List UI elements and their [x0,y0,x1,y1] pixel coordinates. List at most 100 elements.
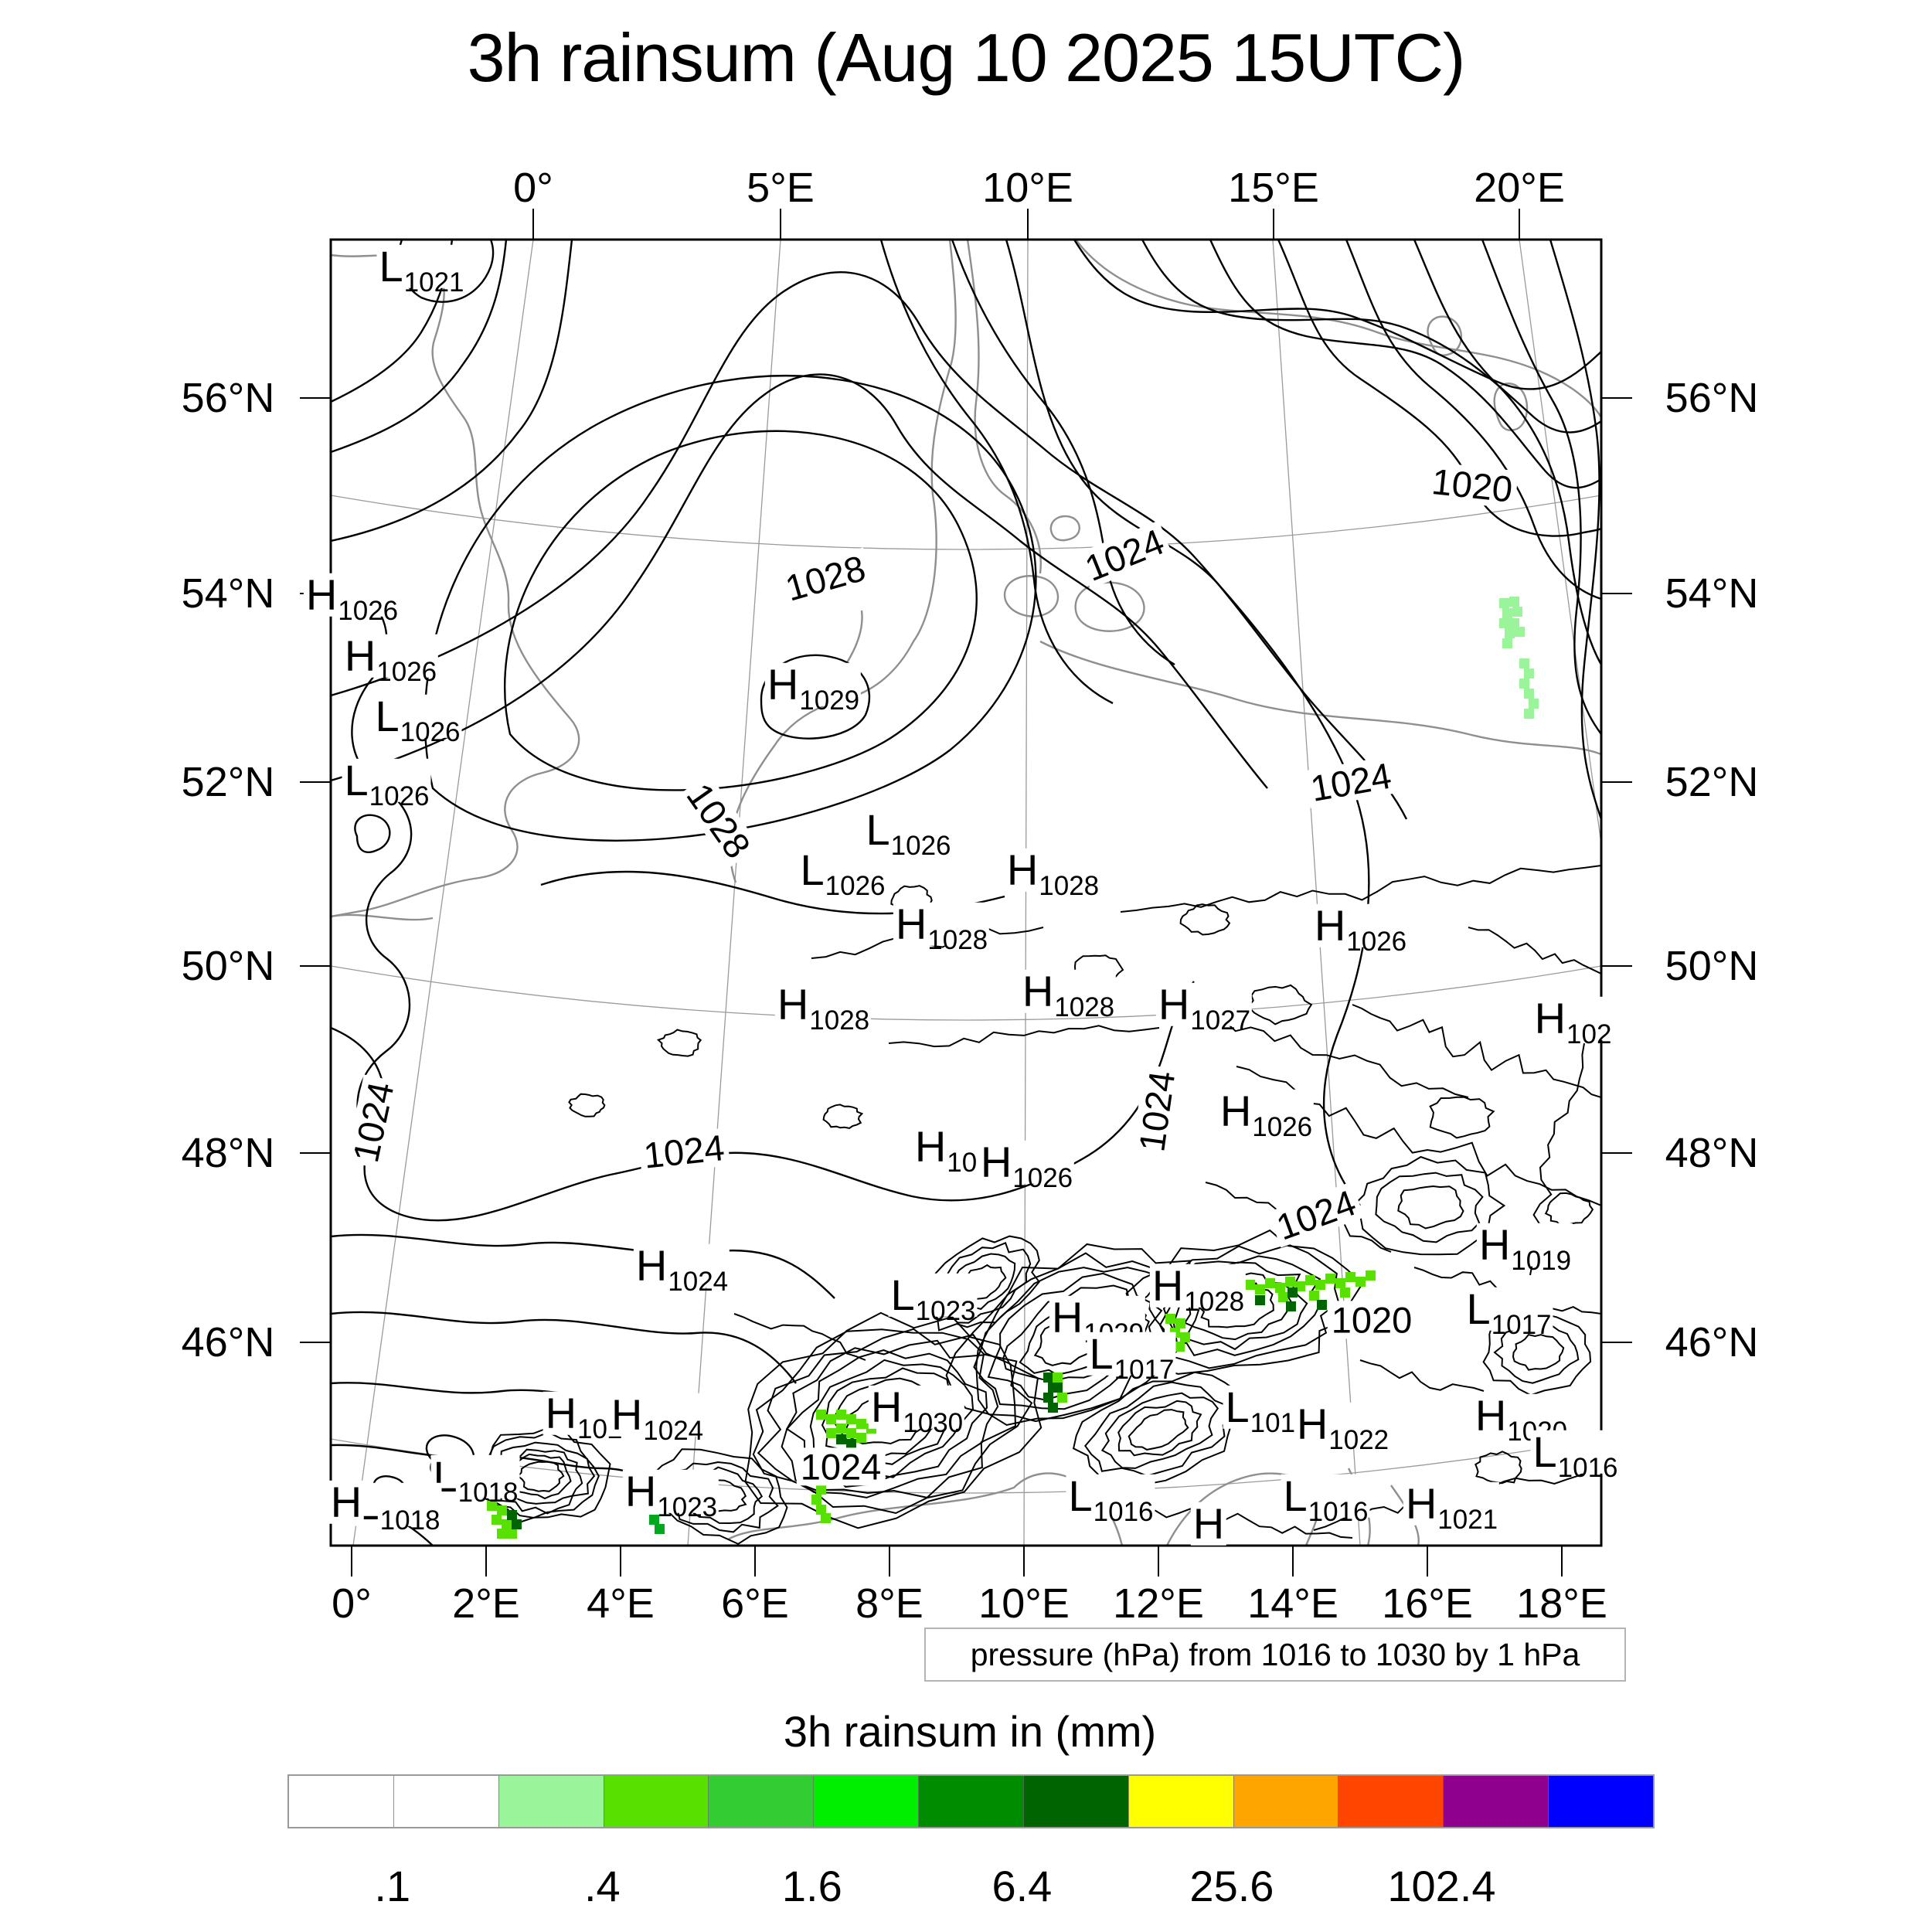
rain-pixel [507,1529,517,1539]
tangle-ring [1493,1322,1580,1384]
right-axis-label: 50°N [1665,943,1759,989]
pressure-center-label: L1016 [1281,1474,1370,1526]
pressure-letter: H [777,979,809,1029]
pressure-value-subscript: 1016 [1308,1496,1369,1527]
rain-pixel [1295,1281,1305,1291]
rain-pixel [1275,1283,1285,1293]
rain-pixel [1499,618,1509,628]
tangle-ring [809,1359,975,1480]
pressure-letter: L [1068,1471,1093,1520]
rain-pixel [1519,658,1529,668]
pressure-center-label: H1027 [1155,982,1253,1034]
closed-isobar-blob [656,1029,702,1057]
rain-pixel [1524,709,1534,719]
pressure-center-label: H [328,1480,365,1524]
right-axis-label: 46°N [1665,1319,1759,1366]
pressure-center-label: L1021 [376,244,466,296]
bottom-axis-label: 6°E [721,1580,789,1627]
pressure-letter: H [895,899,927,948]
pressure-letter: L [866,804,890,854]
rain-pixel [836,1410,846,1420]
tangle-ring [1072,1371,1236,1486]
pressure-letter: H [980,1137,1012,1186]
rain-pixel [1309,1291,1319,1301]
pressure-center-label: H1028 [1019,969,1117,1021]
right-axis-tick [1601,1342,1632,1343]
pressure-center-label: H1019 [1476,1223,1573,1274]
rain-pixel [826,1414,836,1424]
pressure-letter: H [305,570,338,619]
rain-pixel [1340,1287,1350,1298]
colorbar-cell [498,1776,604,1827]
pressure-center-label: H1029 [764,662,862,714]
bottom-axis-tick [1427,1546,1428,1577]
pressure-letter: H [1296,1399,1328,1448]
pressure-center-label: L1017 [1087,1332,1176,1383]
pressure-center-label: H1026 [1217,1086,1315,1141]
rain-pixel [1048,1403,1058,1413]
rain-pixel [1502,608,1512,618]
tangle-ring [1397,1185,1464,1230]
rain-pixel [1509,618,1519,628]
pressure-center-label: H1026 [342,634,439,685]
bottom-axis-label: 14°E [1247,1580,1338,1627]
tangle-ring [1375,1172,1484,1243]
rain-pixel [1175,1318,1185,1328]
map-frame [329,238,1603,1547]
pressure-center-label: H [1190,1498,1227,1548]
pressure-letter: H [1192,1498,1225,1548]
pressure-value-subscript: 1026 [400,716,461,747]
rain-pixel [1325,1274,1335,1284]
pressure-center-label: H1028 [893,899,990,954]
pressure-center-label: H1024 [633,1240,730,1295]
bottom-axis-label: 18°E [1516,1580,1607,1627]
pressure-center-label: H1023 [622,1469,719,1521]
pressure-letter: H [1314,900,1346,950]
rain-pixel [1317,1300,1327,1310]
bottom-axis-tick [754,1546,756,1577]
bottom-axis-label: 16°E [1382,1580,1473,1627]
isobar-value-label: 1024 [796,1447,886,1486]
pressure-center-label: L1016 [1530,1430,1620,1481]
right-axis-label: 48°N [1665,1130,1759,1176]
right-axis-tick [1601,965,1632,967]
colorbar-cell [603,1776,709,1827]
bottom-axis-tick [1158,1546,1159,1577]
right-axis-label: 52°N [1665,759,1759,805]
isobar-value-label: 1020 [1426,461,1519,510]
rain-pixel [497,1529,507,1539]
pressure-value-subscript: 1027 [1190,1005,1251,1036]
right-axis-label: 54°N [1665,570,1759,617]
rain-pixel [1335,1278,1345,1288]
pressure-value-subscript: 1024 [643,1415,704,1446]
pressure-letter: H [1219,1086,1252,1135]
top-axis-label: 15°E [1228,165,1319,211]
left-axis-tick [300,397,331,399]
pressure-letter: H [635,1240,668,1290]
rain-pixel [1345,1272,1355,1282]
wiggly-isobar [1120,1506,1353,1539]
tangle-ring [1148,1255,1322,1357]
colorbar-cell [1022,1776,1128,1827]
wiggly-isobar [1468,927,1601,975]
pressure-center-label: H1030 [868,1385,965,1437]
tangle-ring [1084,1381,1236,1477]
top-axis-tick [1519,209,1520,240]
colorbar-tick-label: 102.4 [1387,1862,1496,1910]
bottom-axis-label: 8°E [855,1580,923,1627]
bottom-axis-tick [485,1546,487,1577]
pressure-letter: L [1466,1284,1491,1333]
rain-pixel [1053,1383,1063,1393]
right-axis-tick [1601,1152,1632,1154]
colorbar-cell [1233,1776,1338,1827]
pressure-value-subscript: 1028 [809,1005,870,1036]
tangle-ring [1183,1272,1294,1341]
pressure-letter: L [1225,1382,1250,1431]
left-axis-label: 56°N [181,375,275,421]
colorbar-cell [1443,1776,1549,1827]
rain-pixel [836,1434,846,1444]
left-axis-label: 46°N [181,1319,275,1366]
rain-pixel [1053,1372,1063,1383]
rain-pixel [655,1524,665,1534]
